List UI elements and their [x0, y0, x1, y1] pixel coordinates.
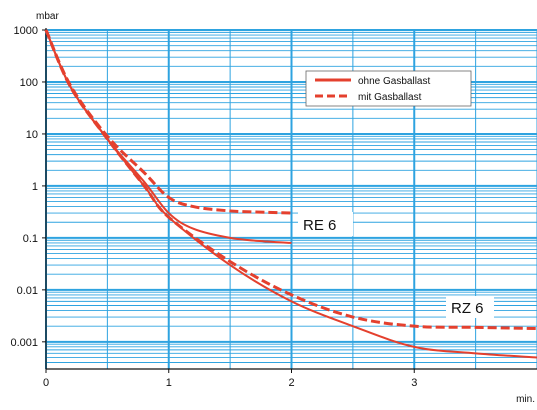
- legend-label-dashed: mit Gasballast: [358, 92, 422, 103]
- x-tick-label: 0: [43, 377, 49, 389]
- y-tick-label: 100: [20, 77, 38, 89]
- series-layer: [44, 29, 537, 359]
- x-tick-label: 2: [288, 377, 294, 389]
- x-tick-label: 3: [411, 377, 417, 389]
- legend: ohne Gasballast mit Gasballast: [305, 70, 472, 107]
- y-axis-unit: mbar: [36, 11, 59, 22]
- y-tick-labels: 1000 100 10 1 0.1 0.01 0.001: [10, 25, 46, 349]
- legend-box: [305, 70, 472, 107]
- y-tick-label: 1: [32, 181, 38, 193]
- x-tick-labels: 0 1 2 3: [43, 369, 417, 389]
- grid-major: [45, 29, 537, 369]
- y-tick-label: 0.1: [23, 233, 38, 245]
- annotation-rz6: RZ 6: [446, 296, 494, 318]
- annotation-rz6-bg: [446, 296, 494, 318]
- legend-label-solid: ohne Gasballast: [358, 76, 430, 87]
- annotation-re6: RE 6: [298, 212, 353, 236]
- annotation-re6-label: RE 6: [303, 217, 336, 234]
- y-tick-label: 0.01: [17, 285, 38, 297]
- y-tick-label: 0.001: [10, 337, 38, 349]
- annotation-rz6-label: RZ 6: [451, 300, 484, 317]
- annotation-re6-bg: [298, 212, 353, 236]
- y-tick-label: 1000: [14, 25, 38, 37]
- y-tick-label: 10: [26, 129, 38, 141]
- series-line-4-dashed: [44, 29, 537, 331]
- x-axis-unit: min.: [516, 394, 535, 405]
- x-tick-label: 1: [166, 377, 172, 389]
